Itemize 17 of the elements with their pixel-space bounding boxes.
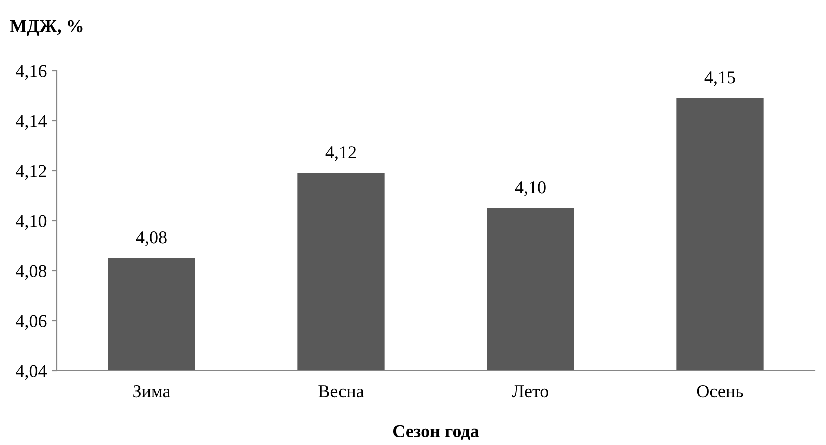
data-label: 4,10 [515, 182, 546, 196]
y-tick-label: 4,08 [16, 265, 47, 280]
x-tick-label: Осень [697, 385, 744, 398]
x-tick-label: Зима [134, 385, 171, 398]
data-label: 4,08 [136, 232, 167, 246]
x-tick-label: Весна [318, 386, 364, 398]
y-tick-label: 4,16 [16, 65, 47, 80]
y-tick-label: 4,10 [16, 215, 47, 230]
x-axis-title: Сезон года [393, 425, 480, 440]
y-tick-label: 4,06 [16, 315, 47, 330]
data-label: 4,12 [326, 146, 356, 162]
y-axis-title: МДЖ, % [10, 20, 83, 36]
y-tick-label: 4,04 [16, 365, 47, 380]
data-label: 4,15 [704, 72, 736, 86]
y-tick-label: 4,14 [16, 115, 47, 130]
y-tick-label: 4,12 [16, 165, 46, 180]
x-tick-label: Лето [512, 386, 548, 398]
